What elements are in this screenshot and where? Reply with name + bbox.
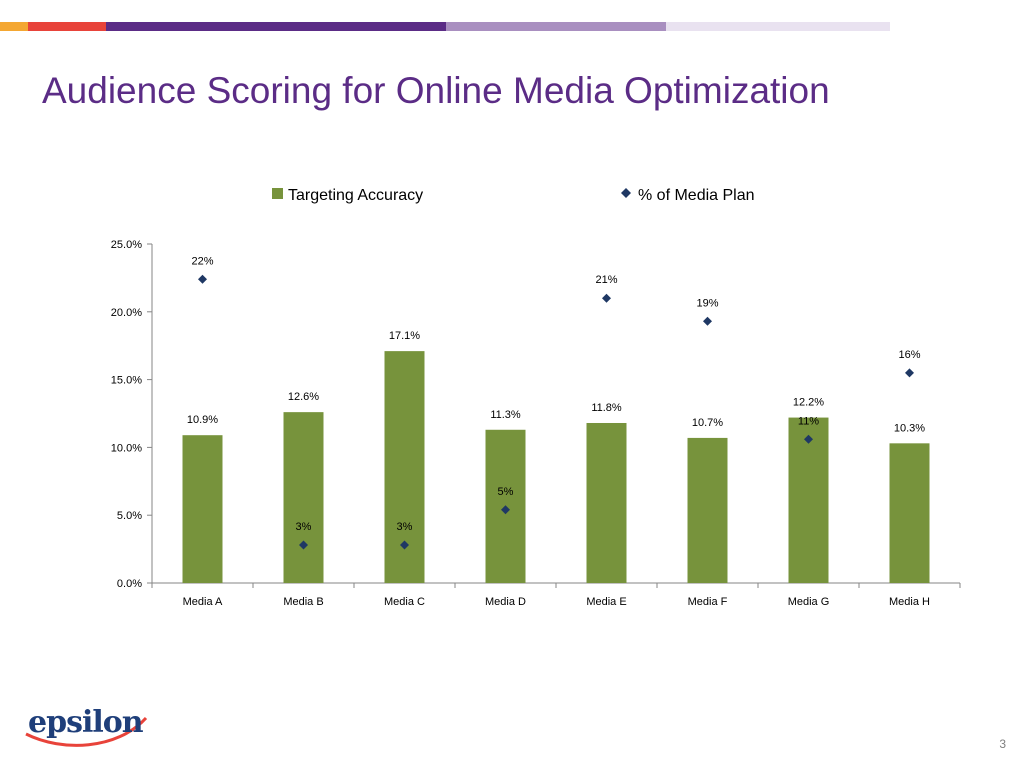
media-plan-marker bbox=[299, 540, 308, 550]
media-plan-marker bbox=[804, 434, 813, 444]
marker-data-label: 3% bbox=[296, 521, 312, 533]
media-plan-marker bbox=[501, 505, 510, 515]
accent-segment-pale bbox=[666, 22, 890, 31]
combo-chart: Targeting Accuracy % of Media Plan 0.0% 5.0… bbox=[111, 187, 961, 608]
legend-label-media-plan: % of Media Plan bbox=[638, 187, 755, 204]
legend-marker-media-plan bbox=[621, 188, 631, 198]
category-label: Media F bbox=[688, 596, 728, 608]
accent-segment-red bbox=[28, 22, 106, 31]
bar-data-label: 10.7% bbox=[692, 417, 723, 429]
bar-media-f bbox=[687, 437, 728, 583]
media-plan-marker bbox=[905, 368, 914, 378]
bar-data-label: 10.9% bbox=[187, 414, 218, 426]
slide-title: Audience Scoring for Online Media Optimi… bbox=[42, 70, 830, 111]
category-label: Media A bbox=[183, 596, 223, 608]
y-tick-label: 5.0% bbox=[117, 510, 142, 522]
y-tick-label: 25.0% bbox=[111, 239, 142, 251]
category-label: Media E bbox=[586, 596, 626, 608]
bar-media-h bbox=[889, 443, 930, 583]
bar-data-label: 12.2% bbox=[793, 397, 824, 409]
marker-data-label: 16% bbox=[898, 349, 920, 361]
logo-swoosh-icon bbox=[25, 716, 148, 747]
bar-media-g bbox=[788, 417, 829, 583]
category-label: Media C bbox=[384, 596, 425, 608]
accent-segment-orange bbox=[0, 22, 28, 31]
legend-swatch-targeting-accuracy bbox=[272, 188, 283, 199]
accent-segment-lavender bbox=[446, 22, 666, 31]
bar-data-label: 11.3% bbox=[490, 409, 521, 421]
category-label: Media G bbox=[788, 596, 830, 608]
bar-media-b bbox=[283, 412, 324, 583]
y-tick-label: 15.0% bbox=[111, 375, 142, 387]
marker-data-label: 11% bbox=[798, 415, 819, 427]
bar-media-a bbox=[182, 435, 223, 583]
marker-data-label: 22% bbox=[191, 255, 213, 267]
y-tick-label: 20.0% bbox=[111, 307, 142, 319]
media-plan-marker bbox=[602, 293, 611, 303]
media-plan-marker bbox=[703, 316, 712, 326]
category-label: Media B bbox=[283, 596, 323, 608]
marker-data-label: 3% bbox=[397, 521, 413, 533]
category-label: Media D bbox=[485, 596, 526, 608]
bar-data-label: 10.3% bbox=[894, 422, 925, 434]
page-number: 3 bbox=[999, 737, 1006, 751]
bar-media-e bbox=[586, 422, 627, 583]
marker-data-label: 21% bbox=[595, 274, 617, 286]
marker-data-label: 19% bbox=[696, 297, 718, 309]
accent-segment-purple bbox=[106, 22, 446, 31]
bar-data-label: 11.8% bbox=[591, 402, 622, 414]
marker-data-label: 5% bbox=[498, 486, 514, 498]
epsilon-logo: epsilon bbox=[28, 705, 144, 740]
top-accent-bar bbox=[0, 22, 890, 31]
media-plan-marker bbox=[198, 274, 207, 284]
bar-data-label: 12.6% bbox=[288, 391, 319, 403]
media-plan-marker bbox=[400, 540, 409, 550]
legend-label-targeting-accuracy: Targeting Accuracy bbox=[288, 187, 423, 204]
y-tick-label: 10.0% bbox=[111, 442, 142, 454]
category-label: Media H bbox=[889, 596, 930, 608]
y-tick-label: 0.0% bbox=[117, 578, 142, 590]
bar-data-label: 17.1% bbox=[389, 330, 420, 342]
